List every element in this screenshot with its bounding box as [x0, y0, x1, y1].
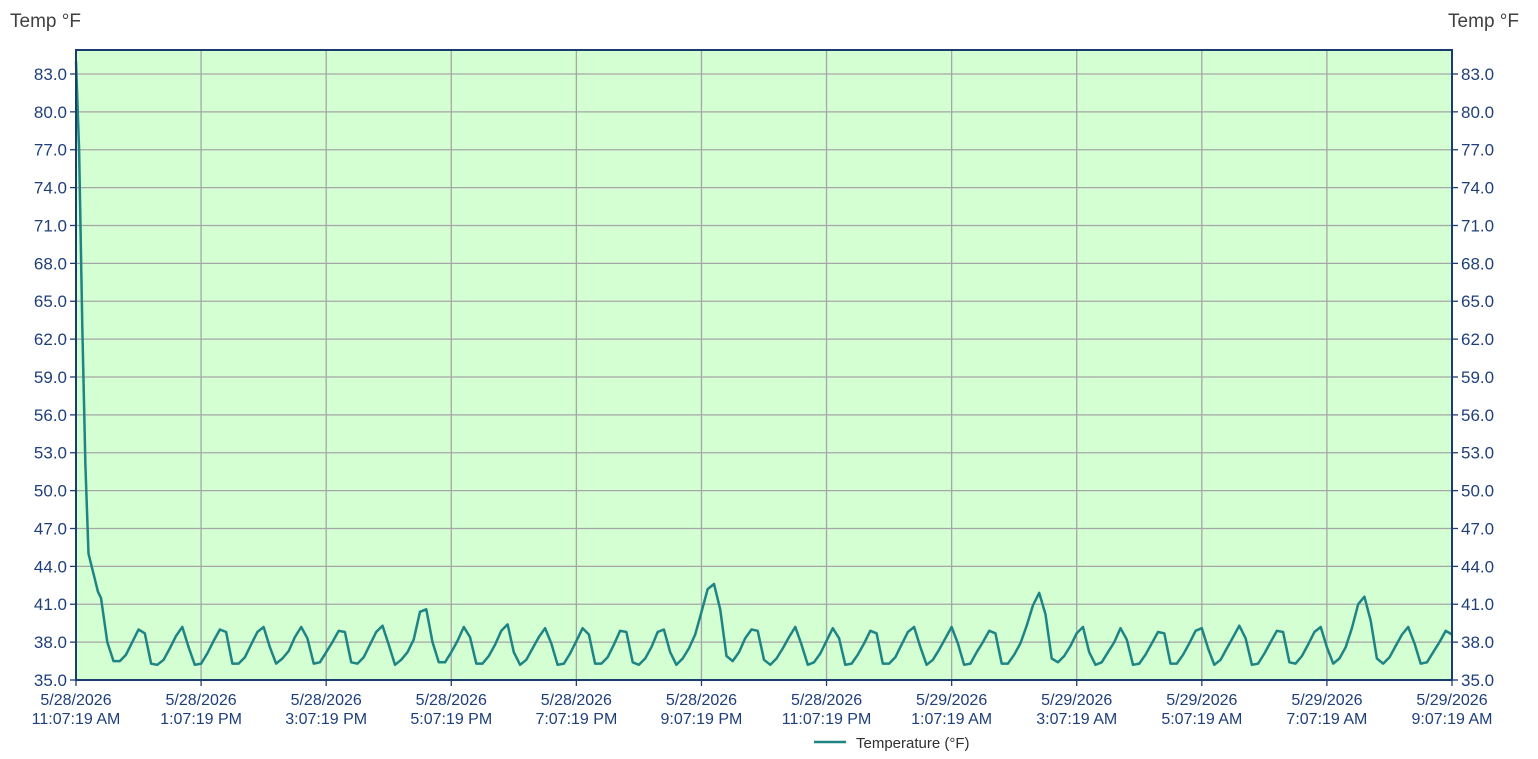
x-tick-date: 5/28/2026	[416, 692, 487, 709]
x-tick-time: 11:07:19 AM	[32, 711, 121, 728]
x-tick-label: 5/28/2026 3:07:19 PM	[285, 692, 367, 728]
y-tick-label: 77.0	[1461, 141, 1494, 160]
x-tick-time: 3:07:19 AM	[1036, 711, 1117, 728]
y-tick-label: 59.0	[34, 368, 67, 387]
x-tick-date: 5/29/2026	[1416, 692, 1487, 709]
x-tick-label: 5/28/2026 11:07:19 AM	[32, 692, 121, 728]
y-tick-label: 41.0	[34, 595, 67, 614]
x-tick-time: 5:07:19 AM	[1161, 711, 1242, 728]
x-tick-date: 5/28/2026	[40, 692, 111, 709]
y-tick-label: 47.0	[1461, 519, 1494, 538]
x-axis: 5/28/2026 11:07:19 AM5/28/2026 1:07:19 PM5…	[32, 680, 1493, 728]
x-tick-time: 9:07:19 AM	[1412, 711, 1493, 728]
y-tick-label: 35.0	[34, 671, 67, 690]
y-tick-label: 65.0	[34, 292, 67, 311]
y-tick-label: 65.0	[1461, 292, 1494, 311]
y-tick-label: 68.0	[1461, 254, 1494, 273]
y-tick-label: 44.0	[1461, 557, 1494, 576]
y-tick-label: 80.0	[1461, 103, 1494, 122]
y-tick-label: 83.0	[34, 65, 67, 84]
y-tick-label: 35.0	[1461, 671, 1494, 690]
x-tick-label: 5/29/2026 5:07:19 AM	[1161, 692, 1242, 728]
series-layer	[74, 61, 1453, 667]
x-tick-date: 5/28/2026	[291, 692, 362, 709]
y-tick-label: 38.0	[34, 633, 67, 652]
y-tick-label: 83.0	[1461, 65, 1494, 84]
x-tick-time: 3:07:19 PM	[285, 711, 367, 728]
y-tick-label: 74.0	[1461, 179, 1494, 198]
y-tick-label: 77.0	[34, 141, 67, 160]
y-tick-label: 50.0	[1461, 482, 1494, 501]
y-tick-label: 59.0	[1461, 368, 1494, 387]
x-tick-date: 5/29/2026	[1291, 692, 1362, 709]
x-tick-label: 5/28/2026 7:07:19 PM	[535, 692, 617, 728]
x-tick-time: 9:07:19 PM	[661, 711, 743, 728]
x-tick-label: 5/29/2026 3:07:19 AM	[1036, 692, 1117, 728]
legend: Temperature (°F)	[814, 735, 970, 752]
x-tick-date: 5/29/2026	[1041, 692, 1112, 709]
x-tick-time: 5:07:19 PM	[410, 711, 492, 728]
y-tick-label: 50.0	[34, 482, 67, 501]
y-tick-label: 44.0	[34, 557, 67, 576]
x-tick-label: 5/29/2026 7:07:19 AM	[1286, 692, 1367, 728]
y-tick-label: 71.0	[34, 216, 67, 235]
y-tick-label: 38.0	[1461, 633, 1494, 652]
left-y-axis: 35.0 38.0 41.0 44.0 47.0 50.0 53.0 56.0 59.0 62.0…	[34, 65, 76, 690]
x-tick-date: 5/28/2026	[541, 692, 612, 709]
x-tick-time: 11:07:19 PM	[782, 711, 872, 728]
right-axis-title: Temp °F	[1448, 11, 1519, 32]
y-tick-label: 71.0	[1461, 216, 1494, 235]
x-tick-date: 5/28/2026	[165, 692, 236, 709]
x-tick-time: 1:07:19 AM	[911, 711, 992, 728]
temperature-series-line	[74, 61, 1453, 667]
y-tick-label: 80.0	[34, 103, 67, 122]
y-tick-label: 62.0	[34, 330, 67, 349]
y-tick-label: 62.0	[1461, 330, 1494, 349]
plot-border	[75, 49, 1453, 681]
y-tick-label: 47.0	[34, 519, 67, 538]
y-tick-label: 56.0	[1461, 406, 1494, 425]
y-tick-label: 74.0	[34, 179, 67, 198]
legend-label: Temperature (°F)	[856, 735, 970, 752]
x-tick-label: 5/29/2026 1:07:19 AM	[911, 692, 992, 728]
left-axis-title: Temp °F	[10, 11, 81, 32]
y-tick-label: 68.0	[34, 254, 67, 273]
x-tick-time: 7:07:19 AM	[1286, 711, 1367, 728]
x-tick-label: 5/28/2026 9:07:19 PM	[661, 692, 743, 728]
x-tick-date: 5/29/2026	[1166, 692, 1237, 709]
x-tick-label: 5/28/2026 5:07:19 PM	[410, 692, 492, 728]
x-tick-time: 1:07:19 PM	[160, 711, 242, 728]
x-tick-date: 5/29/2026	[916, 692, 987, 709]
plot-area	[76, 50, 1452, 680]
x-tick-date: 5/28/2026	[791, 692, 862, 709]
x-tick-label: 5/28/2026 1:07:19 PM	[160, 692, 242, 728]
y-tick-label: 56.0	[34, 406, 67, 425]
y-tick-label: 41.0	[1461, 595, 1494, 614]
x-tick-label: 5/29/2026 9:07:19 AM	[1412, 692, 1493, 728]
x-tick-time: 7:07:19 PM	[535, 711, 617, 728]
y-tick-label: 53.0	[1461, 444, 1494, 463]
y-tick-label: 53.0	[34, 444, 67, 463]
right-y-axis: 35.0 38.0 41.0 44.0 47.0 50.0 53.0 56.0 59.0 62.0…	[1452, 65, 1494, 690]
x-tick-date: 5/28/2026	[666, 692, 737, 709]
x-tick-label: 5/28/2026 11:07:19 PM	[782, 692, 872, 728]
